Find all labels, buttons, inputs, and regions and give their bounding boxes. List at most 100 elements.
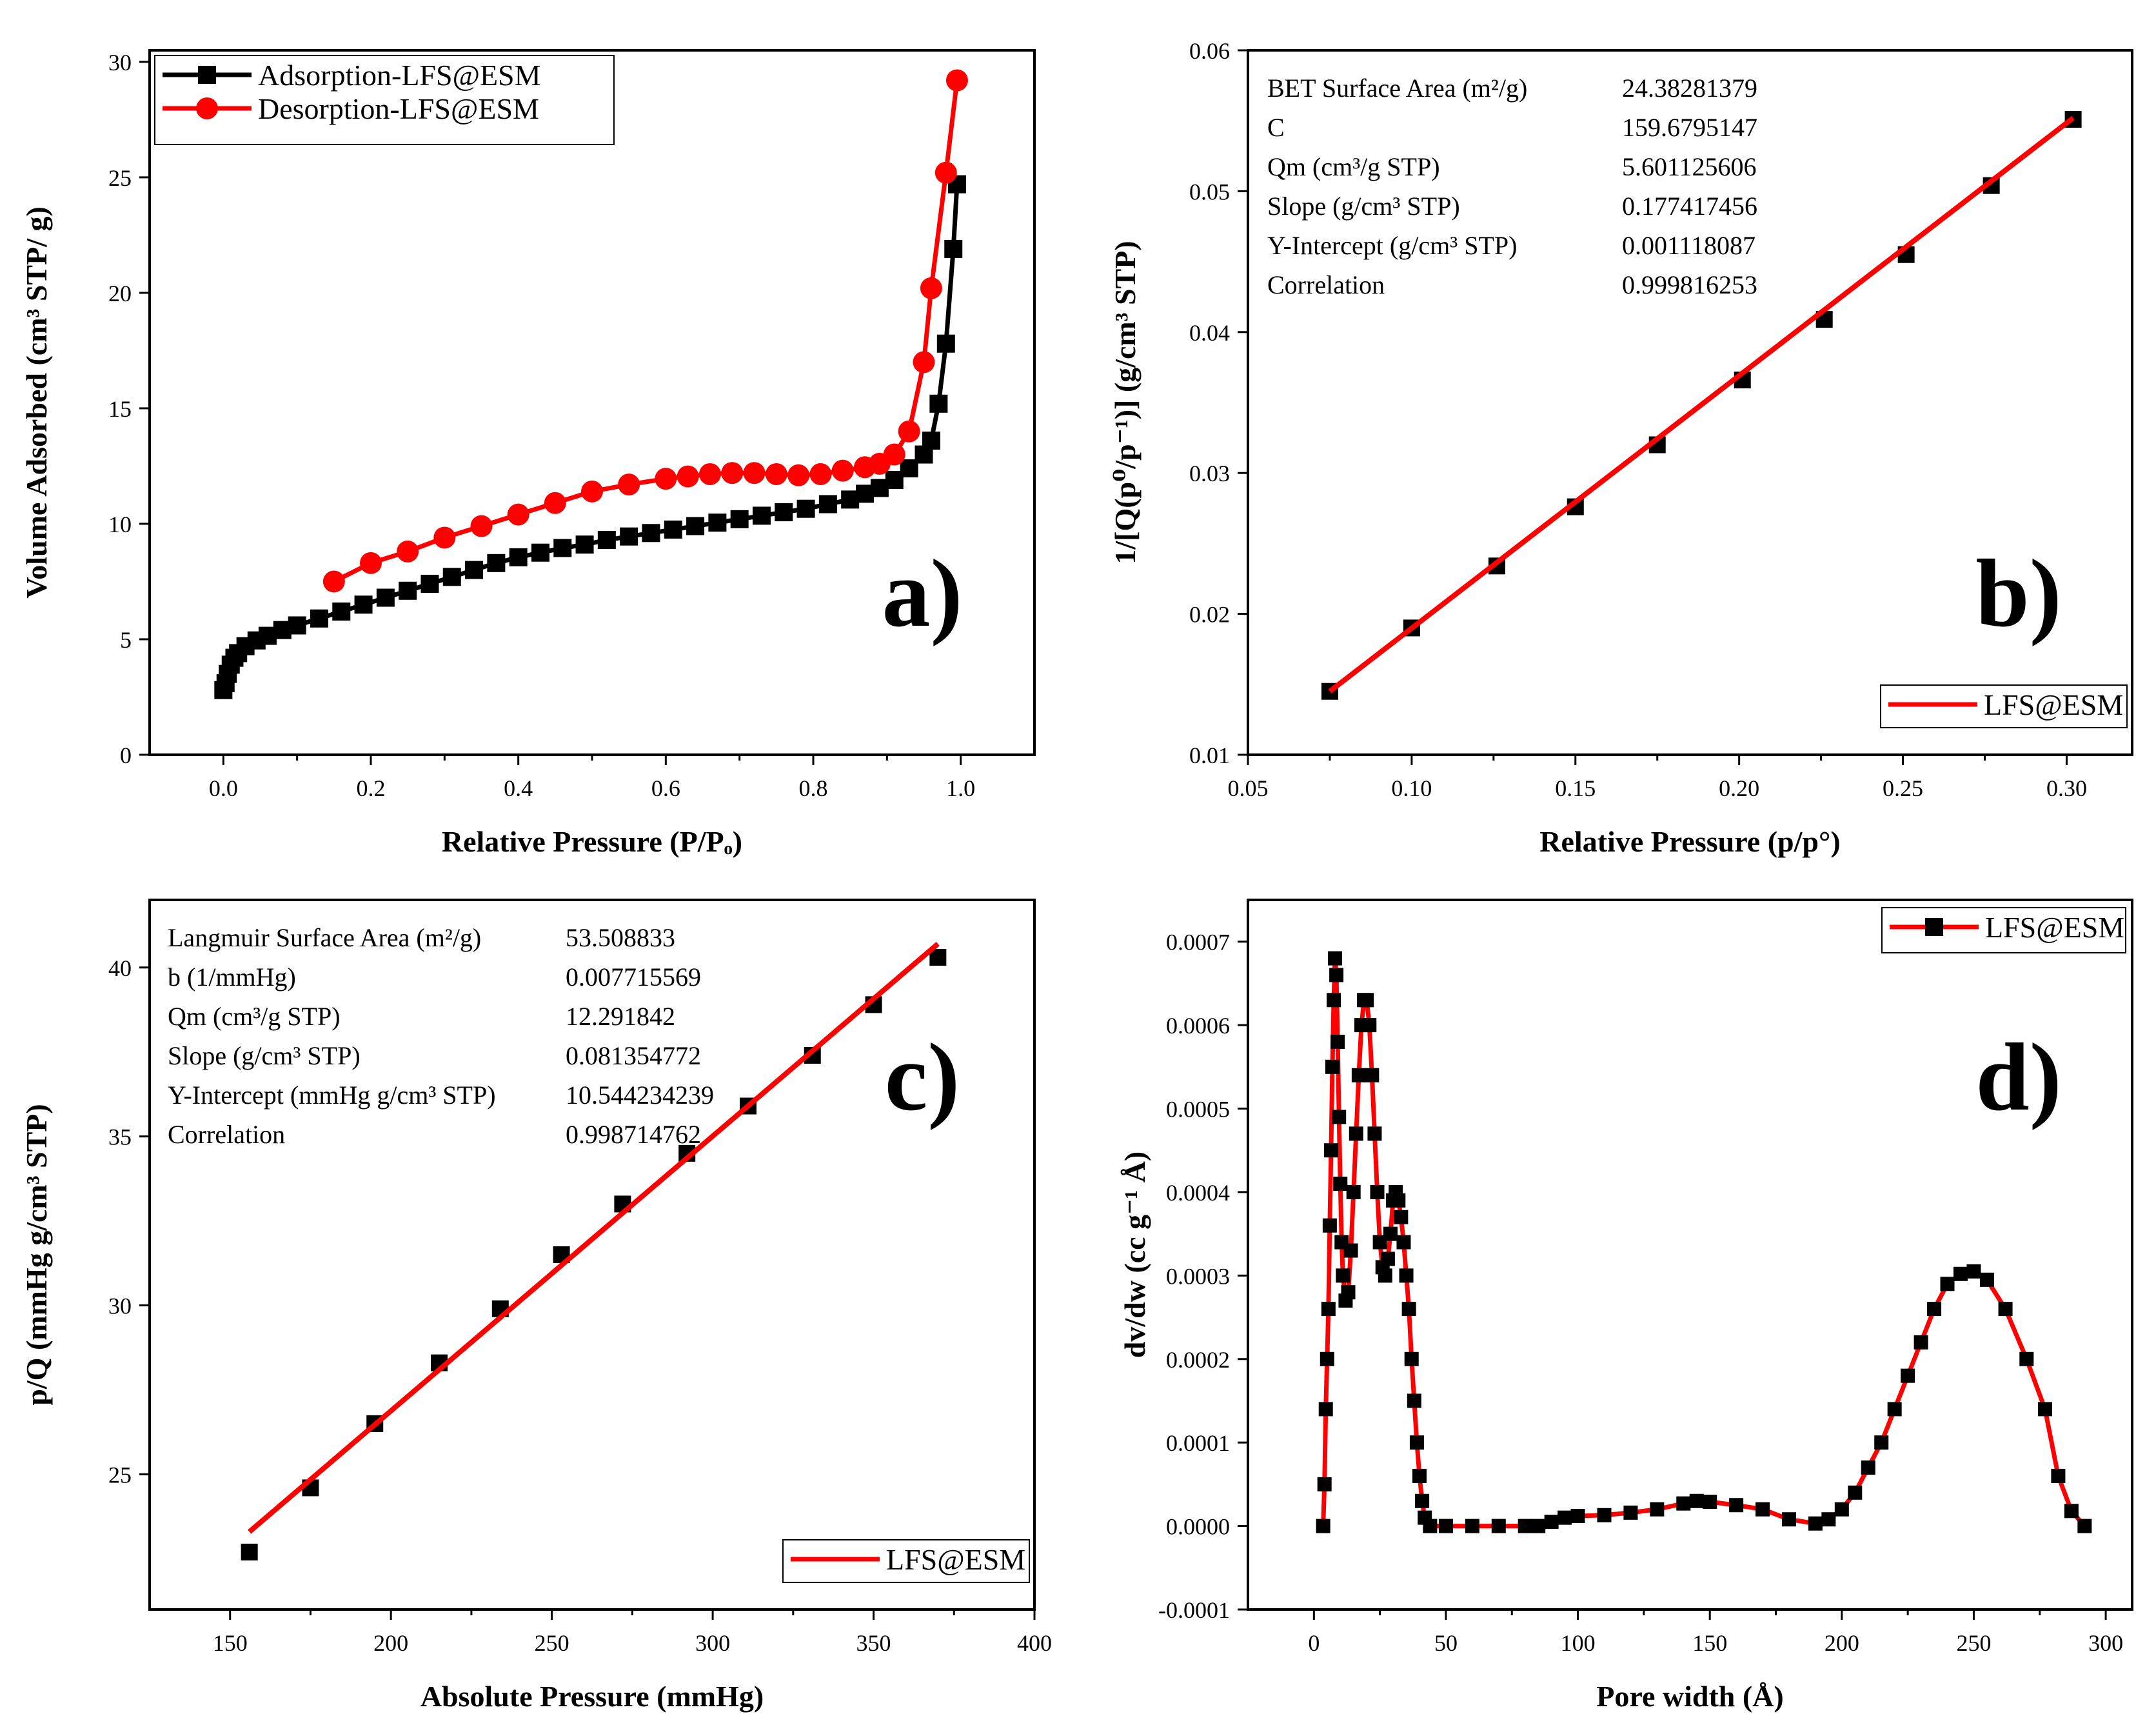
data-point — [1901, 1368, 1915, 1383]
info-label: Qm (cm³/g STP) — [1267, 152, 1440, 181]
data-point — [1518, 1519, 1532, 1533]
y-axis-label: p/Q (mmHg g/cm³ STP) — [20, 1104, 53, 1405]
data-point — [831, 459, 854, 482]
panel-b: 0.05 0.10 0.15 0.20 0.25 0.30 0.01 0.02 0.03 0.04… — [1109, 38, 2133, 858]
plot-area — [1321, 111, 2082, 700]
data-point — [920, 277, 942, 299]
x-tick-label: 400 — [1017, 1630, 1052, 1656]
y-tick-label: 0.06 — [1189, 38, 1230, 64]
data-point — [1874, 1435, 1889, 1450]
data-point — [698, 463, 721, 485]
panel-a: 0.0 0.2 0.4 0.6 0.8 1.0 0 5 10 15 20 25 30 Relative P… — [20, 49, 1036, 858]
data-point — [883, 443, 905, 466]
data-point — [1558, 1510, 1572, 1525]
data-point — [743, 462, 766, 484]
y-tick-label: 35 — [108, 1124, 132, 1150]
data-point — [1322, 1218, 1337, 1233]
y-tick-label: 30 — [108, 50, 132, 75]
data-point — [655, 468, 677, 490]
data-point — [1346, 1184, 1361, 1199]
data-point — [922, 432, 940, 450]
panel-label: a) — [882, 540, 963, 647]
series-line — [1321, 958, 2086, 1529]
info-label: Y-Intercept (mmHg g/cm³ STP) — [168, 1081, 496, 1110]
x-tick-label: 0.10 — [1391, 775, 1432, 801]
info-value: 0.001118087 — [1622, 231, 1755, 260]
info-label: Slope (g/cm³ STP) — [168, 1041, 361, 1070]
data-point — [420, 575, 439, 593]
panel-label: d) — [1975, 1024, 2061, 1131]
y-tick-label: 15 — [108, 396, 132, 422]
data-point — [620, 527, 638, 546]
info-value: 0.081354772 — [566, 1041, 701, 1070]
x-tick-label: 200 — [373, 1630, 408, 1656]
x-tick-label: 0.4 — [504, 775, 533, 801]
data-point — [322, 570, 345, 593]
y-tick-label: -0.0001 — [1158, 1597, 1230, 1623]
data-point — [531, 543, 549, 562]
y-tick-label: 0.05 — [1189, 179, 1230, 204]
x-tick-label: 100 — [1561, 1630, 1596, 1656]
data-point — [1370, 1184, 1385, 1199]
data-point — [1318, 1402, 1333, 1417]
data-point — [775, 503, 793, 522]
data-point — [442, 568, 461, 586]
y-tick-label: 0.02 — [1189, 602, 1230, 628]
legend-label: Desorption-LFS@ESM — [258, 92, 539, 125]
data-point — [1966, 1264, 1981, 1279]
info-value: 5.601125606 — [1622, 152, 1757, 181]
data-point — [935, 161, 957, 184]
data-point — [1399, 1268, 1414, 1283]
data-point — [1834, 1502, 1849, 1517]
data-point — [1404, 1351, 1419, 1366]
x-tick-label: 0.20 — [1719, 775, 1759, 801]
data-point — [1394, 1210, 1409, 1224]
info-value: 10.544234239 — [566, 1081, 714, 1110]
x-tick-label: 300 — [695, 1630, 730, 1656]
x-axis-label: Pore width (Å) — [1596, 1680, 1783, 1713]
plot-area — [214, 69, 968, 699]
y-tick-label: 0.0006 — [1166, 1013, 1230, 1039]
x-tick-label: 200 — [1825, 1630, 1859, 1656]
y-tick-label: 5 — [120, 627, 132, 653]
y-tick-label: 0.0001 — [1166, 1430, 1230, 1456]
data-point — [642, 524, 660, 543]
x-tick-label: 1.0 — [946, 775, 975, 801]
data-point — [1391, 1193, 1406, 1208]
panel-label: c) — [885, 1024, 960, 1131]
data-point — [360, 552, 382, 574]
data-point — [1349, 1126, 1363, 1141]
data-point — [1380, 1251, 1395, 1266]
y-tick-label: 30 — [108, 1293, 132, 1319]
data-point — [1544, 1515, 1559, 1530]
data-point — [1703, 1495, 1717, 1510]
x-tick-label: 250 — [1956, 1630, 1991, 1656]
data-point — [397, 540, 419, 563]
y-tick-label: 0.0005 — [1166, 1097, 1230, 1122]
info-value: 0.999816253 — [1622, 270, 1757, 299]
data-point — [1808, 1516, 1823, 1531]
x-tick-label: 0.2 — [357, 775, 386, 801]
data-point — [2037, 1402, 2052, 1417]
x-tick-label: 0.0 — [209, 775, 238, 801]
plot-frame — [148, 899, 1036, 1611]
data-point — [1378, 1268, 1392, 1283]
data-point — [2064, 1504, 2079, 1519]
data-point — [1401, 1302, 1416, 1317]
data-point — [1327, 993, 1341, 1008]
y-tick-label: 0.0003 — [1166, 1263, 1230, 1289]
data-point — [1927, 1302, 1942, 1317]
x-tick-label: 0.25 — [1883, 775, 1923, 801]
data-point — [1367, 1126, 1382, 1141]
legend-label: LFS@ESM — [1985, 911, 2124, 944]
legend-marker — [196, 97, 218, 119]
data-point — [597, 531, 616, 550]
x-tick-label: 0.30 — [2046, 775, 2087, 801]
data-point — [618, 473, 640, 496]
x-tick-label: 0.15 — [1555, 775, 1596, 801]
y-tick-label: 25 — [108, 165, 132, 191]
x-tick-label: 0.05 — [1228, 775, 1269, 801]
data-point — [354, 595, 373, 614]
data-point — [581, 480, 603, 503]
data-point — [1597, 1508, 1612, 1522]
